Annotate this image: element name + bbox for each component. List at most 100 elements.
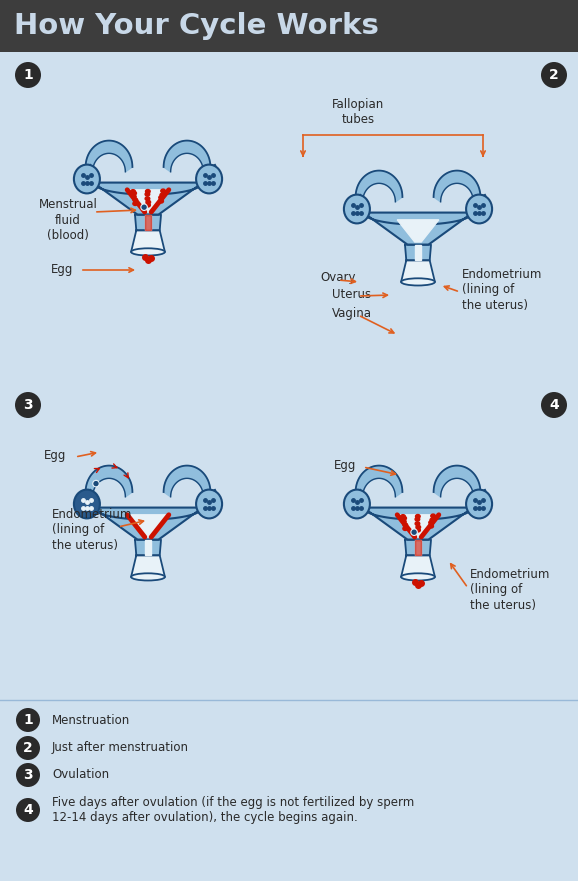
Circle shape [141, 204, 147, 211]
Polygon shape [144, 540, 151, 555]
Circle shape [541, 392, 567, 418]
Polygon shape [401, 260, 435, 282]
Polygon shape [415, 540, 421, 555]
Ellipse shape [131, 248, 165, 255]
Polygon shape [415, 540, 421, 555]
Polygon shape [145, 196, 150, 201]
Polygon shape [402, 520, 406, 523]
Circle shape [15, 62, 41, 88]
Polygon shape [135, 215, 161, 230]
Polygon shape [144, 215, 151, 230]
Polygon shape [364, 507, 473, 540]
Polygon shape [403, 523, 407, 527]
Polygon shape [364, 212, 473, 245]
Circle shape [541, 62, 567, 88]
Circle shape [411, 529, 417, 536]
Polygon shape [434, 466, 480, 497]
Polygon shape [133, 198, 138, 202]
Text: Endometrium
(lining of
the uterus): Endometrium (lining of the uterus) [470, 568, 550, 611]
Polygon shape [160, 193, 165, 196]
Polygon shape [146, 200, 151, 204]
Polygon shape [416, 515, 420, 518]
Ellipse shape [344, 195, 370, 224]
Text: Egg: Egg [51, 263, 73, 277]
Text: Egg: Egg [44, 448, 66, 462]
Text: Vagina: Vagina [332, 307, 372, 320]
Polygon shape [146, 189, 150, 193]
Ellipse shape [74, 490, 100, 518]
Text: 2: 2 [549, 68, 559, 82]
Circle shape [15, 392, 41, 418]
Text: Fallopian
tubes: Fallopian tubes [332, 98, 384, 126]
Polygon shape [429, 524, 434, 528]
Polygon shape [146, 204, 150, 207]
Polygon shape [135, 540, 161, 555]
Ellipse shape [466, 195, 492, 224]
Ellipse shape [466, 490, 492, 518]
Text: Five days after ovulation (if the egg is not fertilized by sperm
12-14 days afte: Five days after ovulation (if the egg is… [52, 796, 414, 824]
Bar [0, 0, 578, 52]
Text: 1: 1 [23, 68, 33, 82]
Polygon shape [402, 516, 406, 520]
Polygon shape [431, 515, 435, 518]
Polygon shape [401, 555, 435, 577]
Text: Ovary: Ovary [320, 271, 355, 285]
Text: 3: 3 [23, 398, 33, 412]
Ellipse shape [401, 574, 435, 581]
Text: 1: 1 [23, 713, 33, 727]
Polygon shape [415, 245, 421, 260]
Polygon shape [429, 521, 434, 524]
Polygon shape [397, 219, 439, 242]
Polygon shape [145, 192, 150, 196]
Polygon shape [127, 189, 169, 212]
Circle shape [16, 736, 40, 760]
Text: How Your Cycle Works: How Your Cycle Works [14, 12, 379, 40]
Polygon shape [405, 245, 431, 260]
Polygon shape [131, 189, 135, 193]
Circle shape [92, 480, 99, 487]
Polygon shape [416, 529, 420, 532]
Text: 2: 2 [23, 741, 33, 755]
Text: Endometrium
(lining of
the uterus): Endometrium (lining of the uterus) [52, 508, 132, 552]
Ellipse shape [131, 574, 165, 581]
Ellipse shape [196, 165, 222, 194]
Polygon shape [131, 230, 165, 252]
Polygon shape [164, 466, 210, 497]
Polygon shape [403, 527, 407, 530]
Polygon shape [415, 517, 420, 522]
Polygon shape [144, 215, 151, 230]
Text: Just after menstruation: Just after menstruation [52, 742, 189, 754]
Ellipse shape [74, 165, 100, 194]
Polygon shape [434, 171, 480, 202]
Text: 4: 4 [23, 803, 33, 817]
Text: Endometrium
(lining of
the uterus): Endometrium (lining of the uterus) [462, 269, 542, 312]
Polygon shape [94, 507, 203, 540]
Polygon shape [159, 196, 164, 199]
Polygon shape [355, 171, 402, 202]
Text: Egg: Egg [334, 458, 356, 471]
Polygon shape [355, 466, 402, 497]
Polygon shape [430, 518, 435, 522]
Circle shape [16, 763, 40, 787]
Ellipse shape [196, 490, 222, 518]
Polygon shape [401, 515, 405, 518]
Polygon shape [132, 195, 136, 198]
Circle shape [16, 798, 40, 822]
Polygon shape [133, 202, 138, 205]
Circle shape [16, 708, 40, 732]
Polygon shape [94, 182, 203, 215]
Polygon shape [132, 191, 136, 195]
Text: Ovulation: Ovulation [52, 768, 109, 781]
Polygon shape [86, 466, 132, 497]
Polygon shape [159, 199, 164, 203]
Polygon shape [405, 540, 431, 555]
Polygon shape [415, 522, 420, 525]
Text: Menstrual
fluid
(blood): Menstrual fluid (blood) [39, 198, 98, 241]
Polygon shape [161, 189, 165, 193]
Polygon shape [86, 141, 132, 172]
Polygon shape [127, 515, 169, 537]
Ellipse shape [401, 278, 435, 285]
Polygon shape [164, 141, 210, 172]
Text: Menstruation: Menstruation [52, 714, 130, 727]
Polygon shape [397, 515, 439, 537]
